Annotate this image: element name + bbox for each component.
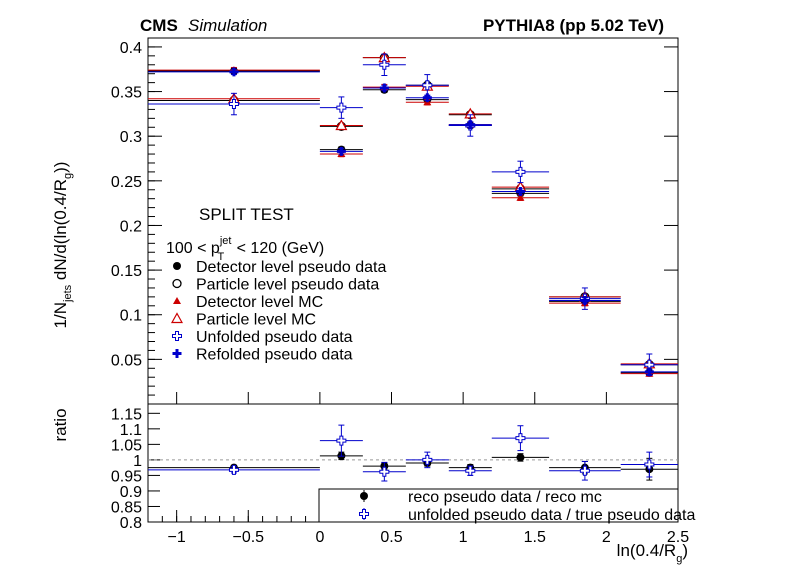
data-point <box>515 433 526 444</box>
legend-marker <box>360 492 368 500</box>
y-tick-label: 0.25 <box>111 174 142 191</box>
data-point <box>422 80 433 91</box>
data-point <box>422 93 432 103</box>
y-tick-label: 0.3 <box>120 129 142 146</box>
data-point <box>579 465 590 476</box>
legend-marker <box>359 509 369 519</box>
y-tick-label: 0.35 <box>111 85 142 102</box>
legend-marker <box>172 278 182 289</box>
pt-range-label: 100 < pjet T < 120 (GeV) <box>166 235 324 263</box>
top-y-axis: 0.05 0.1 0.15 0.2 0.25 0.3 0.35 0.4 <box>111 40 678 396</box>
x-tick-label: 0.5 <box>380 529 402 546</box>
x-tick-label: −1 <box>168 529 186 546</box>
legend-label: Particle level pseudo data <box>196 277 379 294</box>
ratio-legend-box <box>318 488 679 523</box>
data-point <box>335 119 348 131</box>
x-tick-label: 1.5 <box>524 529 546 546</box>
data-point <box>465 120 475 130</box>
data-point <box>515 166 526 177</box>
data-point <box>516 193 525 201</box>
data-point <box>336 102 347 113</box>
legend-label: Detector level pseudo data <box>196 259 386 276</box>
ratio-tick-label: 0.85 <box>111 499 142 516</box>
ratio-tick-label: 1.1 <box>120 422 142 439</box>
data-point <box>379 59 390 70</box>
simulation-label: Simulation <box>188 16 267 35</box>
legend-marker <box>170 312 184 324</box>
y-tick-label: 0.4 <box>120 40 142 57</box>
data-point <box>644 367 654 377</box>
y-tick-label: 0.1 <box>120 308 142 325</box>
x-tick-label: 2 <box>602 529 611 546</box>
ratio-tick-label: 1 <box>133 453 142 470</box>
legend-marker <box>173 297 181 304</box>
data-point <box>336 146 346 156</box>
data-point <box>228 464 239 475</box>
ratio-data-layer <box>148 424 678 482</box>
legend-marker <box>172 331 182 341</box>
x-tick-label: 0 <box>315 529 324 546</box>
data-point <box>379 83 389 93</box>
legend-marker <box>172 349 182 358</box>
ratio-axis-title: ratio <box>51 408 70 441</box>
y-tick-label: 0.2 <box>120 218 142 235</box>
data-point <box>422 454 433 465</box>
data-point <box>379 466 390 477</box>
ratio-tick-label: 1.15 <box>111 406 142 423</box>
x-tick-label: 2.5 <box>667 529 689 546</box>
ratio-tick-label: 0.9 <box>120 484 142 501</box>
data-point <box>516 453 525 462</box>
y-axis-title: 1/Njets dN/d(ln(0.4/Rg)) <box>51 162 74 329</box>
data-point <box>465 465 476 476</box>
legend-label: unfolded pseudo data / true pseudo data <box>408 507 695 524</box>
legend-marker <box>173 262 181 270</box>
data-point <box>515 187 525 197</box>
x-tick-label: 1 <box>459 529 468 546</box>
data-point <box>229 67 239 77</box>
split-test-label: SPLIT TEST <box>199 205 294 224</box>
legend-label: Unfolded pseudo data <box>196 329 353 346</box>
ratio-tick-label: 0.8 <box>120 515 142 532</box>
legend-label: reco pseudo data / reco mc <box>408 489 602 506</box>
legend-label: Detector level MC <box>196 294 323 311</box>
top-data-layer <box>148 51 678 377</box>
legend-label: Refolded pseudo data <box>196 347 353 364</box>
experiment-label: CMS <box>140 16 178 35</box>
ratio-tick-label: 0.95 <box>111 468 142 485</box>
legend-label: Particle level MC <box>196 312 316 329</box>
data-point <box>336 435 347 446</box>
data-point <box>644 459 655 470</box>
y-tick-label: 0.15 <box>111 263 142 280</box>
generator-label: PYTHIA8 (pp 5.02 TeV) <box>483 16 664 35</box>
x-axis-title: ln(0.4/Rg) <box>617 541 688 565</box>
ratio-tick-label: 1.05 <box>111 437 142 454</box>
x-tick-label: −0.5 <box>232 529 264 546</box>
y-tick-label: 0.05 <box>111 352 142 369</box>
data-point <box>580 295 590 305</box>
data-point <box>228 99 239 110</box>
